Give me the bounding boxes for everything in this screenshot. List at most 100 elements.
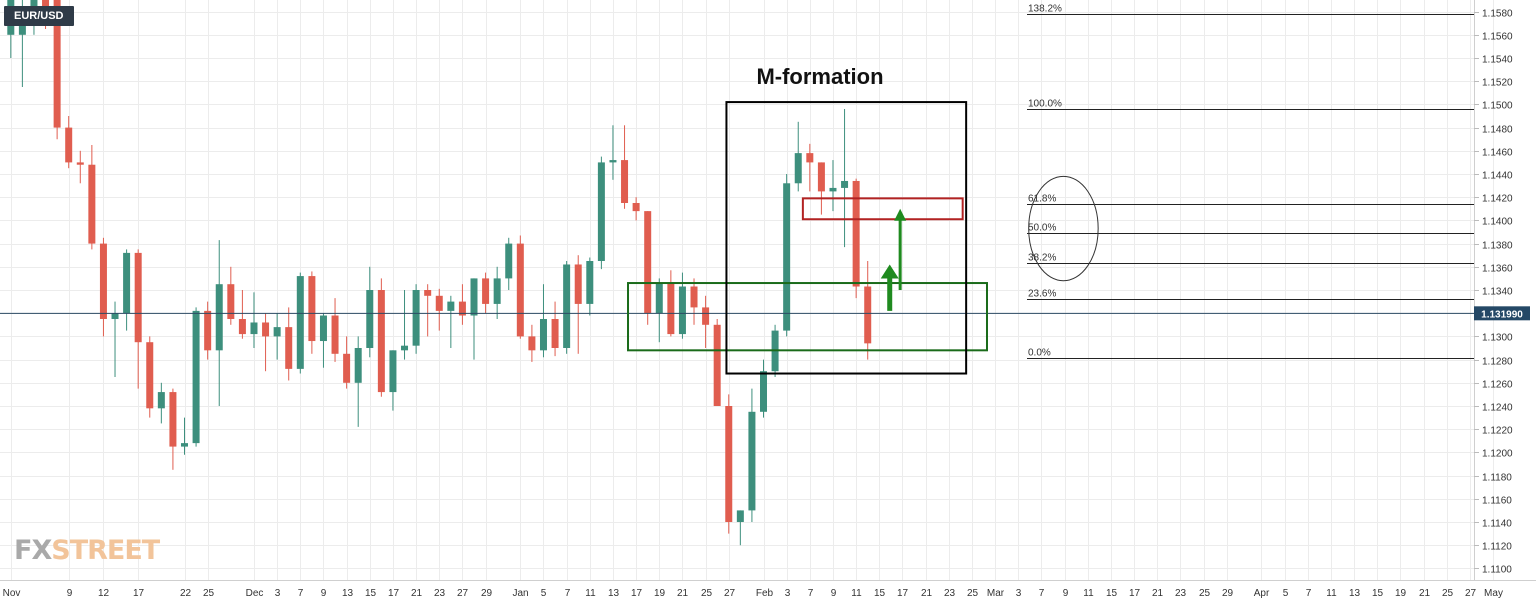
- date-tick-label: 11: [851, 588, 862, 599]
- price-tick-label: 1.1480: [1482, 125, 1513, 136]
- candle-body: [539, 319, 547, 351]
- candle-body: [146, 342, 154, 409]
- candle-body: [702, 307, 710, 325]
- date-tick-label: 9: [1063, 588, 1069, 599]
- brand-watermark: FXSTREET: [14, 536, 160, 566]
- price-tick-label: 1.1160: [1482, 496, 1512, 507]
- candle-body: [401, 345, 409, 351]
- date-tick-label: Nov: [3, 588, 21, 599]
- candle-body: [76, 162, 84, 165]
- candle-body: [748, 411, 756, 511]
- date-tick-label: 11: [1326, 588, 1337, 599]
- date-tick-label: 3: [275, 588, 281, 599]
- candle-body: [817, 162, 825, 192]
- candle-body: [736, 510, 744, 522]
- resistance-zone-box: [801, 197, 964, 221]
- date-tick-label: 21: [921, 588, 933, 599]
- candle-body: [760, 371, 767, 412]
- price-tick-label: 1.1380: [1482, 241, 1513, 252]
- candle-body: [99, 243, 107, 319]
- candle-body: [435, 295, 443, 311]
- date-tick-label: 17: [133, 588, 145, 599]
- candle-body: [389, 350, 397, 393]
- date-tick-label: 15: [874, 588, 886, 599]
- up-arrow-icon: [880, 264, 899, 279]
- date-tick-label: 21: [1419, 588, 1431, 599]
- candle-body: [18, 17, 26, 35]
- candle-body: [678, 286, 686, 335]
- price-tick-label: 1.1400: [1482, 217, 1513, 228]
- symbol-badge[interactable]: EUR/USD: [4, 6, 74, 26]
- candle-body: [134, 252, 142, 343]
- date-tick-label: 23: [434, 588, 446, 599]
- candle-body: [215, 284, 223, 351]
- fib-level-label: 23.6%: [1028, 289, 1056, 300]
- candle-body: [505, 243, 513, 279]
- date-tick-label: 15: [1106, 588, 1118, 599]
- date-tick-label: 5: [541, 588, 547, 599]
- price-tick-label: 1.1300: [1482, 333, 1513, 344]
- fibonacci-levels: 138.2% 100.0% 61.8% 50.0% 38.2% 23.6% 0.0%: [1027, 4, 1474, 359]
- candle-body: [447, 301, 455, 311]
- candle-body: [273, 327, 281, 337]
- date-tick-label: 11: [1083, 588, 1094, 599]
- price-tick-label: 1.1260: [1482, 380, 1513, 391]
- date-tick-label: 13: [1349, 588, 1361, 599]
- date-tick-label: 17: [388, 588, 400, 599]
- fib-cluster-ellipse: [1028, 175, 1099, 282]
- date-tick-label: 29: [481, 588, 493, 599]
- price-tick-label: 1.1100: [1482, 565, 1512, 576]
- date-tick-label: 25: [1199, 588, 1211, 599]
- date-tick-label: Jan: [512, 588, 528, 599]
- candle-body: [655, 283, 663, 314]
- candle-body: [841, 180, 849, 188]
- date-tick-label: 25: [1442, 588, 1454, 599]
- candle-body: [285, 327, 293, 369]
- candle-body: [690, 286, 698, 308]
- candle-body: [644, 211, 652, 314]
- candle-body: [806, 153, 814, 163]
- date-tick-label: Mar: [987, 588, 1005, 599]
- date-tick-label: 7: [1306, 588, 1312, 599]
- price-tick-label: 1.1560: [1482, 32, 1513, 43]
- annotations: [0, 101, 1474, 375]
- price-tick-label: 1.1240: [1482, 403, 1513, 414]
- current-price-badge: [1474, 306, 1530, 321]
- date-tick-label: 17: [1129, 588, 1141, 599]
- date-tick-label: 21: [411, 588, 423, 599]
- date-tick-label: 7: [298, 588, 304, 599]
- fib-level-label: 38.2%: [1028, 253, 1056, 264]
- candle-body: [412, 290, 420, 346]
- date-tick-label: 22: [180, 588, 192, 599]
- price-tick-label: 1.1460: [1482, 148, 1513, 159]
- date-tick-label: May: [1484, 588, 1503, 599]
- price-tick-label: 1.1200: [1482, 449, 1513, 460]
- candle-body: [111, 313, 119, 319]
- candle-body: [609, 160, 617, 163]
- date-tick-label: 3: [1016, 588, 1022, 599]
- price-tick-label: 1.1340: [1482, 287, 1513, 298]
- candle-body: [458, 301, 466, 316]
- candle-body: [331, 315, 339, 354]
- candle-body: [493, 278, 501, 304]
- price-tick-label: 1.1180: [1482, 473, 1512, 484]
- candle-body: [308, 276, 316, 342]
- date-tick-label: 27: [457, 588, 469, 599]
- candle-body: [632, 203, 640, 212]
- candle-body: [296, 276, 304, 369]
- date-tick-label: 13: [342, 588, 354, 599]
- candle-body: [88, 164, 96, 244]
- candle-body: [123, 252, 131, 314]
- fib-level-label: 50.0%: [1028, 223, 1056, 234]
- support-zone-box: [627, 282, 988, 352]
- candle-body: [470, 278, 478, 316]
- candle-body: [354, 348, 362, 383]
- candle-body: [516, 243, 524, 337]
- date-tick-label: 11: [585, 588, 596, 599]
- price-tick-label: 1.1280: [1482, 357, 1513, 368]
- candle-body: [482, 278, 490, 304]
- candle-body: [563, 264, 571, 348]
- candle-body: [713, 324, 721, 406]
